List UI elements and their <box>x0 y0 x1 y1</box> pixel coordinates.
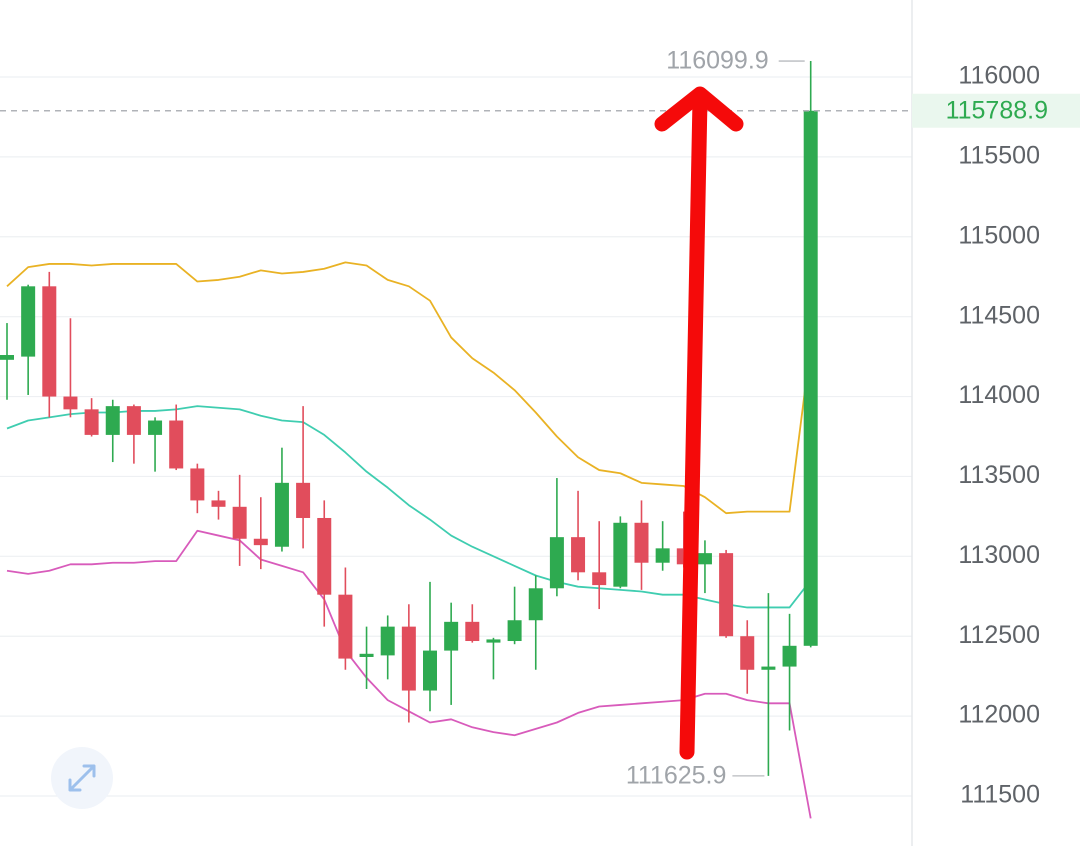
y-tick-label: 112000 <box>958 701 1040 729</box>
band-line <box>6 405 812 609</box>
candle-body <box>571 537 586 573</box>
candle-body <box>211 500 226 507</box>
candle-body <box>507 620 522 642</box>
candle-body <box>0 355 14 360</box>
candle-body <box>84 409 99 435</box>
candle-body <box>444 621 459 651</box>
high-label: 116099.9 <box>666 47 768 75</box>
y-tick-label: 116000 <box>958 62 1040 90</box>
band-line <box>6 261 812 515</box>
candle-body <box>42 286 57 397</box>
y-tick-label: 112500 <box>958 621 1040 649</box>
candle-body <box>465 621 480 642</box>
candle-body <box>486 639 501 643</box>
arrow-head <box>654 86 744 132</box>
overlay: 115788.9 116099.9 111625.9 <box>0 47 1080 789</box>
expand-icon <box>68 764 96 792</box>
candle-body <box>274 482 289 547</box>
arrow-annotation <box>654 86 744 760</box>
y-axis: 111500 112000 112500 113000 113500 114000 1145… <box>958 62 1040 809</box>
y-tick-label: 114500 <box>958 301 1040 329</box>
candle-body <box>761 666 776 670</box>
candle-body <box>148 420 163 435</box>
candle-body <box>21 286 36 357</box>
expand-button[interactable] <box>51 747 113 809</box>
candle-body <box>126 406 141 435</box>
candle-body <box>655 548 670 563</box>
y-tick-label: 113000 <box>958 541 1040 569</box>
arrow-shaft <box>679 92 708 760</box>
y-tick-label: 115000 <box>958 221 1040 249</box>
candle-body <box>359 653 374 657</box>
candle-body <box>740 636 755 670</box>
candle-body <box>423 650 437 691</box>
candle-body <box>253 538 268 546</box>
candle-body <box>232 506 247 539</box>
candle-body <box>105 406 120 435</box>
candle-body <box>338 594 353 659</box>
low-label: 111625.9 <box>626 761 727 789</box>
candle-body <box>592 572 607 586</box>
y-tick-label: 115500 <box>958 142 1040 170</box>
candle-body <box>613 522 628 587</box>
candle-body <box>317 517 332 595</box>
candle-body <box>401 626 416 691</box>
candle-body <box>528 588 543 621</box>
candles <box>0 61 818 776</box>
y-tick-label: 114000 <box>958 381 1040 409</box>
candle-body <box>782 645 797 667</box>
candle-body <box>803 110 818 646</box>
candle-body <box>169 420 184 469</box>
candle-body <box>380 626 395 656</box>
candle-body <box>697 553 712 565</box>
last-price-bg <box>912 93 1080 128</box>
y-tick-label: 111500 <box>960 781 1040 809</box>
candle-body <box>549 537 564 589</box>
candle-body <box>634 522 649 563</box>
candle-body <box>296 482 311 518</box>
y-tick-label: 113500 <box>958 461 1040 489</box>
candle-body <box>63 396 78 410</box>
candle-body <box>719 553 734 637</box>
candle-body <box>190 468 205 501</box>
last-price-label: 115788.9 <box>946 96 1048 124</box>
